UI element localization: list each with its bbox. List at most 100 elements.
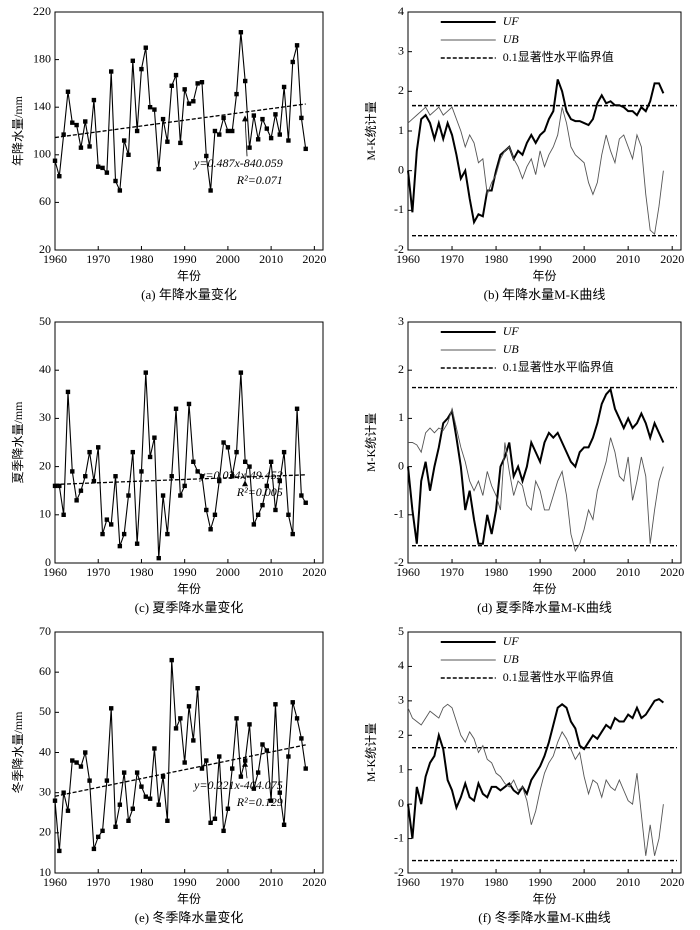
- data-point: [221, 115, 226, 121]
- legend-label: 0.1显著性水平临界值: [503, 49, 614, 64]
- data-point: [212, 816, 218, 821]
- data-point: [286, 512, 291, 517]
- data-point: [182, 87, 187, 92]
- x-tick-label: 2010: [259, 565, 283, 579]
- data-point: [130, 58, 136, 63]
- data-point: [299, 736, 304, 741]
- data-point: [230, 766, 235, 771]
- data-point: [156, 166, 161, 172]
- data-point: [186, 704, 192, 709]
- x-tick-label: 1980: [129, 565, 153, 579]
- data-point: [277, 132, 282, 137]
- data-point: [204, 153, 209, 159]
- data-point: [117, 188, 123, 193]
- mk-line: [407, 79, 665, 226]
- data-point: [251, 786, 257, 791]
- data-point: [255, 137, 261, 142]
- data-point: [139, 66, 144, 72]
- data-point: [255, 770, 261, 775]
- y-tick-label: 20: [39, 825, 51, 839]
- data-point: [242, 459, 248, 464]
- data-point: [57, 483, 62, 489]
- data-point: [126, 818, 131, 823]
- data-point: [260, 502, 265, 508]
- data-point: [113, 474, 118, 479]
- data-point: [303, 766, 308, 771]
- data-point: [225, 128, 231, 134]
- x-axis-label: 年份: [532, 892, 556, 906]
- data-point: [57, 848, 62, 854]
- y-tick-label: 0: [398, 796, 404, 810]
- y-tick-label: 180: [33, 51, 51, 65]
- data-point: [277, 478, 282, 484]
- x-tick-label: 1970: [440, 875, 464, 889]
- data-line: [54, 660, 307, 851]
- y-tick-label: 3: [398, 693, 404, 707]
- x-tick-label: 2020: [660, 565, 684, 579]
- data-point: [303, 146, 308, 152]
- data-point: [160, 116, 166, 122]
- data-point: [186, 401, 192, 407]
- data-point: [217, 478, 222, 484]
- data-point: [152, 746, 157, 751]
- data-point: [52, 483, 58, 489]
- data-point: [100, 165, 105, 171]
- data-point: [87, 778, 92, 783]
- legend-label: UF: [503, 324, 520, 338]
- mk-line: [407, 106, 664, 236]
- y-tick-label: 30: [39, 410, 51, 424]
- data-point: [217, 754, 222, 759]
- x-tick-label: 1980: [129, 252, 153, 266]
- trend-line: [54, 103, 306, 139]
- x-axis-label: 年份: [177, 582, 201, 596]
- annotation-arrowhead: [242, 760, 249, 767]
- x-tick-label: 1970: [86, 252, 110, 266]
- x-tick-label: 1970: [440, 565, 464, 579]
- data-point: [70, 758, 75, 763]
- y-tick-label: 2: [398, 83, 404, 97]
- data-point: [281, 449, 287, 455]
- data-point: [247, 464, 252, 469]
- data-point: [108, 69, 114, 74]
- data-point: [134, 770, 140, 775]
- data-point: [212, 128, 218, 134]
- x-tick-label: 1990: [173, 252, 197, 266]
- x-tick-label: 1990: [528, 565, 552, 579]
- data-point: [156, 802, 161, 807]
- data-point: [221, 828, 226, 834]
- data-point: [264, 748, 270, 753]
- data-point: [234, 449, 239, 455]
- annotation-arrow: [244, 468, 248, 482]
- y-tick-label: 3: [398, 43, 404, 57]
- data-point: [169, 474, 174, 479]
- data-point: [143, 794, 148, 799]
- data-point: [242, 758, 248, 763]
- annotation-arrow: [244, 116, 248, 157]
- data-point: [251, 522, 257, 527]
- y-tick-label: -2: [394, 242, 404, 256]
- y-tick-label: 220: [33, 4, 51, 18]
- data-point: [117, 802, 123, 807]
- data-point: [247, 722, 252, 727]
- data-point: [242, 78, 248, 84]
- data-point: [165, 139, 170, 144]
- data-point: [74, 122, 79, 128]
- data-point: [251, 113, 257, 118]
- x-tick-label: 1990: [173, 565, 197, 579]
- data-point: [260, 742, 265, 747]
- data-point: [173, 726, 179, 731]
- y-tick-label: 1: [398, 761, 404, 775]
- data-point: [268, 135, 274, 141]
- data-point: [208, 820, 213, 825]
- x-axis-label: 年份: [532, 269, 556, 283]
- data-point: [121, 138, 127, 143]
- data-point: [78, 145, 84, 150]
- x-tick-label: 1980: [484, 875, 508, 889]
- data-point: [70, 120, 75, 125]
- x-tick-label: 1970: [440, 252, 464, 266]
- x-tick-label: 1980: [484, 252, 508, 266]
- data-point: [108, 522, 114, 527]
- x-tick-label: 1960: [43, 875, 67, 889]
- data-point: [264, 483, 270, 489]
- x-tick-label: 1960: [396, 565, 420, 579]
